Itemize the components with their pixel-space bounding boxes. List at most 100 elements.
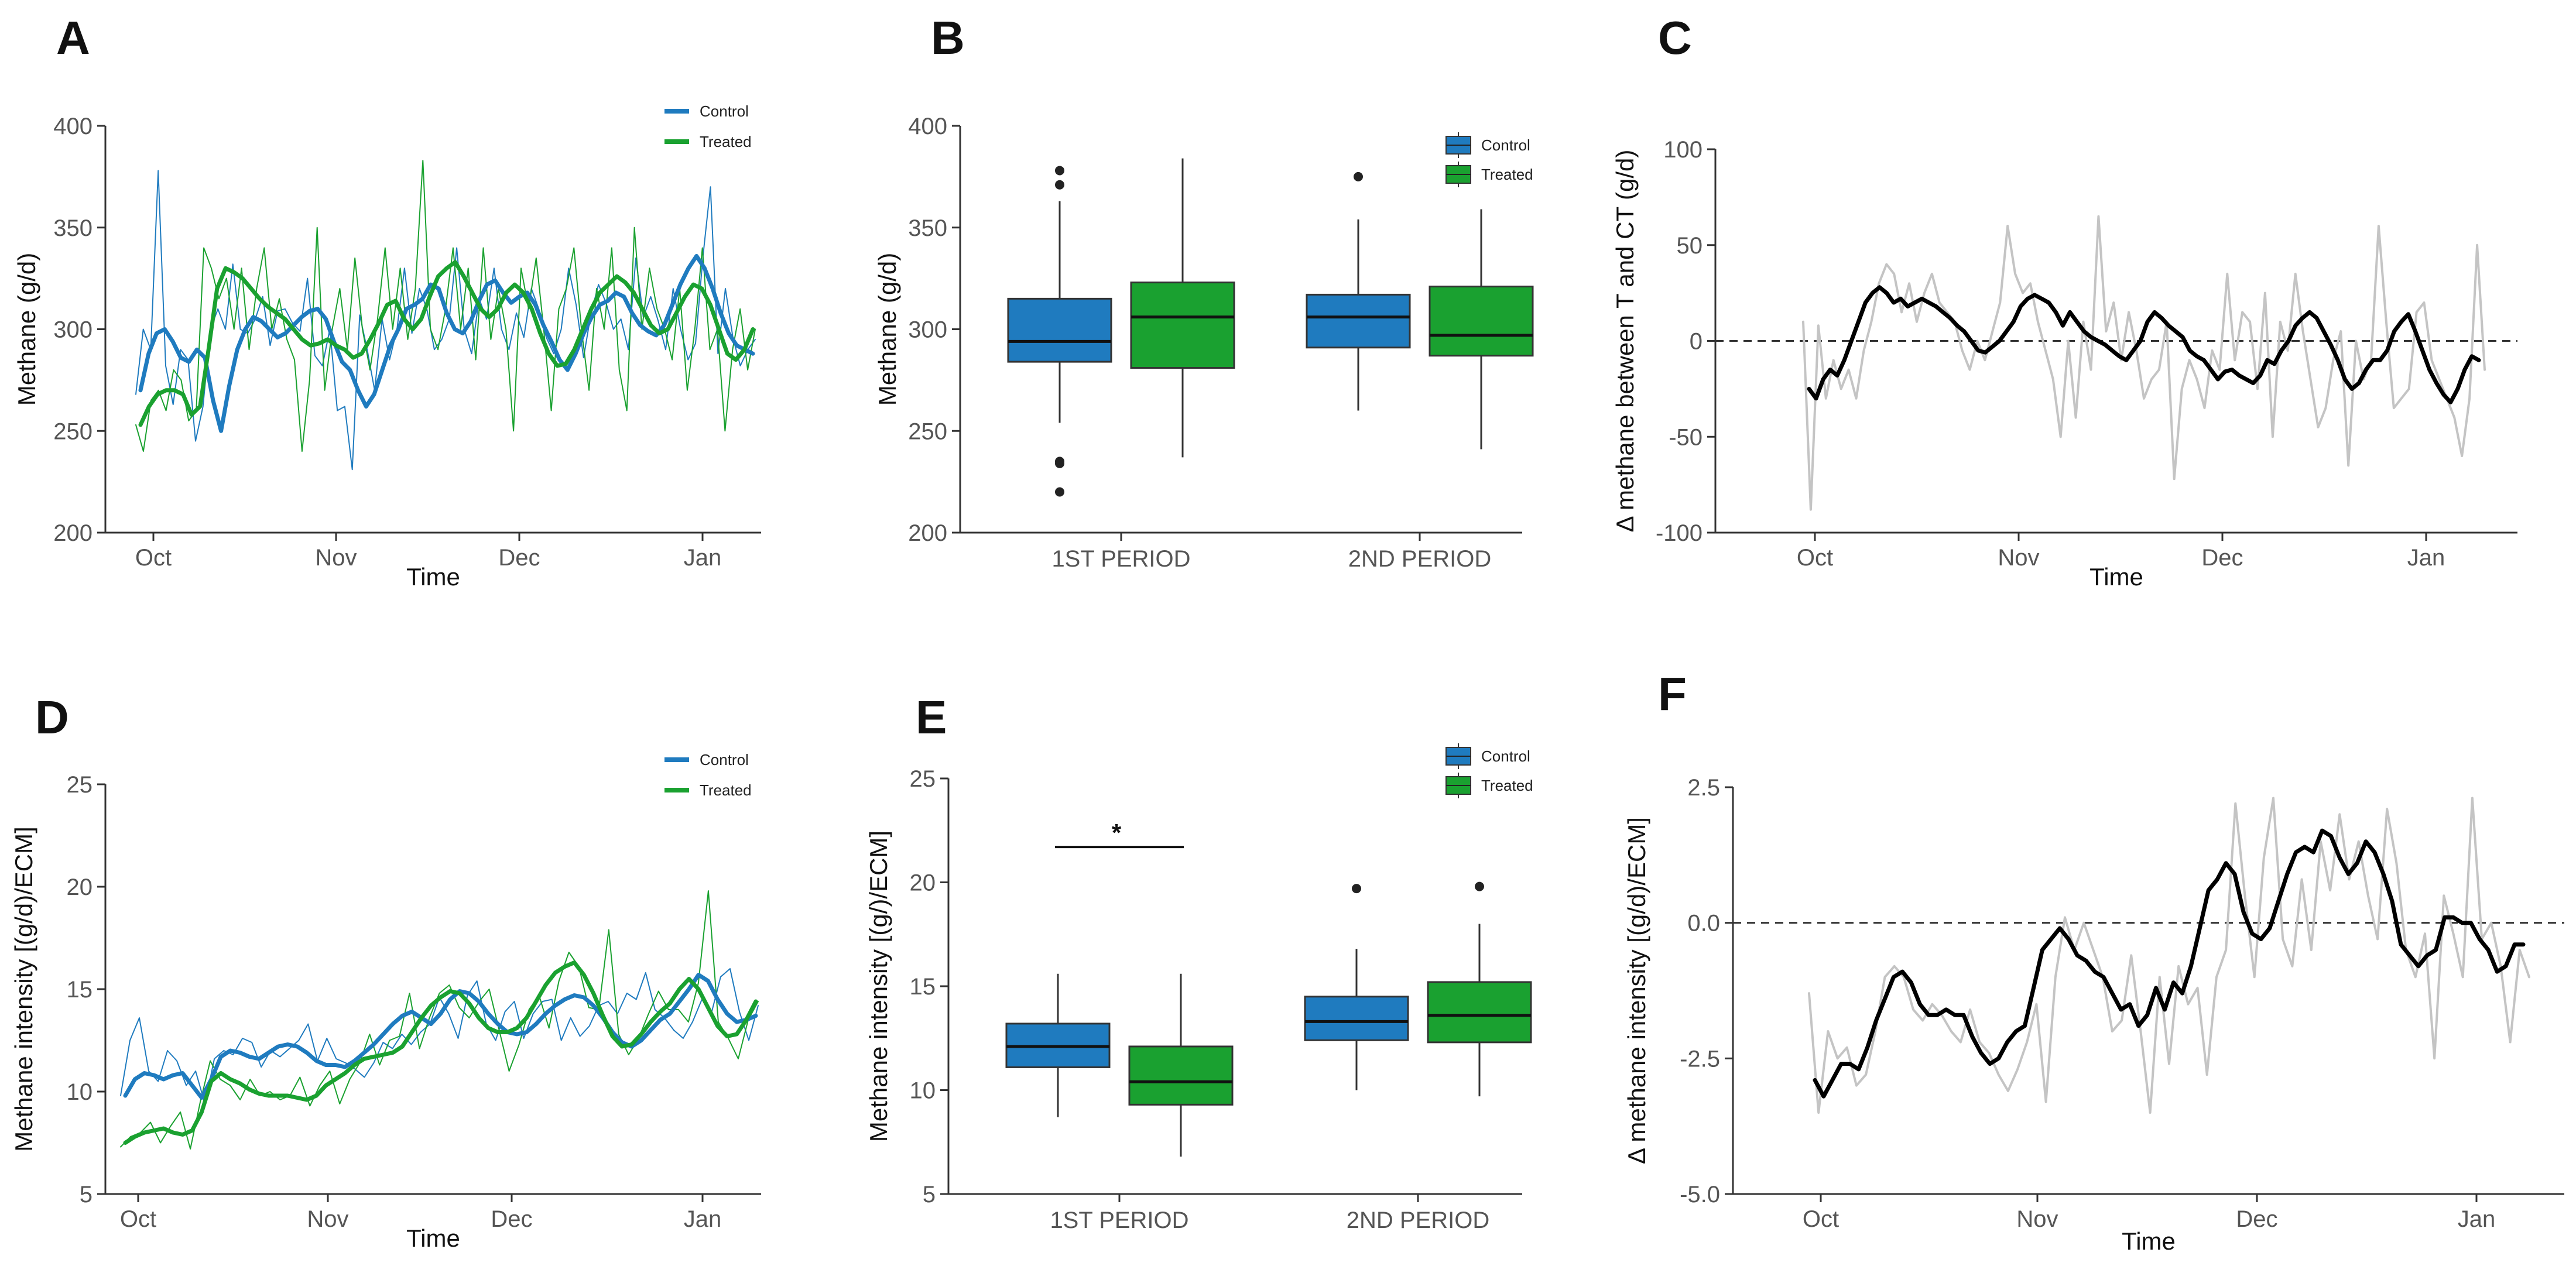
y-tick-label: -100 (1656, 520, 1703, 546)
y-tick-label: 15 (910, 974, 936, 1000)
y-tick-label: 5 (80, 1182, 93, 1207)
y-tick-label: 0.0 (1687, 911, 1720, 936)
y-tick-label: 10 (910, 1078, 936, 1104)
raw-series-control (135, 170, 756, 471)
x-tick-label: Nov (307, 1206, 348, 1232)
x-axis-title: Time (2122, 1227, 2176, 1255)
panel-letter-d: D (35, 691, 69, 743)
panel-letter-f: F (1658, 668, 1687, 720)
y-axis-title: Methane intensity [(g/)/ECM] (865, 831, 892, 1142)
y-tick-label: 10 (67, 1079, 93, 1105)
x-tick-label: Oct (1803, 1206, 1839, 1232)
outlier-point (1055, 166, 1064, 176)
interquartile-box (1306, 293, 1411, 349)
x-tick-label: Dec (498, 545, 540, 571)
outlier-point (1475, 881, 1484, 891)
y-tick-label: 25 (67, 772, 93, 798)
box-control-1 (1007, 166, 1112, 497)
interquartile-box (1427, 981, 1532, 1044)
x-tick-label: Dec (491, 1206, 532, 1232)
smooth-difference-series (1813, 828, 2526, 1099)
y-axis-title: Δ methane between T and CT (g/d) (1611, 150, 1639, 533)
panel-f-chart: -5.0 -2.5 0.0 2.5 Oct Nov Dec Jan Time Δ methane … (1623, 775, 2564, 1255)
y-tick-label: -2.5 (1680, 1046, 1720, 1072)
box-treated-1 (1128, 973, 1234, 1157)
smooth-series-treated (138, 260, 755, 427)
panel-letter-b: B (931, 12, 965, 64)
interquartile-box (1130, 282, 1235, 369)
box-control-2 (1306, 171, 1411, 411)
y-tick-label: 15 (67, 977, 93, 1003)
legend-label: Treated (700, 781, 752, 799)
interquartile-box (1007, 297, 1112, 363)
interquartile-box (1128, 1045, 1234, 1106)
y-tick-label: 300 (53, 317, 93, 343)
legend-label: Control (1481, 747, 1530, 765)
legend-label: Treated (700, 133, 752, 150)
y-tick-label: 400 (908, 114, 947, 139)
x-tick-label: Dec (2236, 1206, 2277, 1232)
x-tick-label: Oct (120, 1206, 156, 1232)
y-tick-label: 350 (53, 215, 93, 241)
legend-label: Treated (1481, 166, 1533, 183)
y-tick-label: 5 (923, 1182, 936, 1207)
interquartile-box (1304, 996, 1409, 1041)
y-tick-label: -50 (1669, 424, 1703, 450)
legend-label: Control (1481, 136, 1530, 154)
panel-e-chart: 5 10 15 20 25 Methane intensity [(g/)/ECM] 1ST… (865, 743, 1533, 1233)
x-axis-title: Time (2089, 563, 2143, 591)
smooth-difference-series (1807, 285, 2481, 404)
significance-star: * (1112, 819, 1122, 846)
y-tick-label: 250 (53, 418, 93, 444)
panel-c-chart: -100 -50 0 50 100 Oct Nov Dec Jan Time Δ methane b… (1611, 137, 2517, 591)
y-tick-label: 50 (1677, 233, 1703, 259)
smooth-series-control (138, 253, 755, 433)
panel-letter-a: A (56, 12, 90, 64)
x-tick-label: Jan (2458, 1206, 2496, 1232)
x-category-label: 2ND PERIOD (1347, 1207, 1490, 1233)
y-axis-title: Δ methane intensity [(g/d)/ECM] (1623, 817, 1650, 1164)
raw-series-treated (120, 890, 759, 1150)
box-treated-2 (1429, 209, 1534, 450)
y-tick-label: 20 (67, 874, 93, 900)
raw-difference-series (1802, 215, 2486, 511)
outlier-point (1055, 487, 1064, 497)
x-axis-title: Time (406, 563, 460, 591)
x-category-label: 1ST PERIOD (1050, 1207, 1188, 1233)
box-control-2 (1304, 884, 1409, 1090)
box-control-1 (1005, 973, 1111, 1117)
legend-label: Control (700, 102, 749, 120)
y-tick-label: 400 (53, 114, 93, 139)
x-tick-label: Nov (2016, 1206, 2058, 1232)
y-tick-label: 25 (910, 766, 936, 792)
outlier-point (1354, 171, 1363, 181)
panel-b-chart: 200 250 300 350 400 Methane (g/d) 1ST PERIOD 2N… (873, 114, 1534, 572)
y-tick-label: 0 (1690, 329, 1703, 355)
y-axis-title: Methane (g/d) (873, 253, 901, 406)
y-tick-label: 200 (908, 520, 947, 546)
x-tick-label: Jan (2407, 545, 2445, 571)
x-category-label: 1ST PERIOD (1051, 546, 1190, 572)
x-tick-label: Jan (684, 545, 722, 571)
legend-label: Control (700, 751, 749, 768)
x-tick-label: Dec (2201, 545, 2243, 571)
outlier-point (1055, 457, 1064, 466)
y-tick-label: 2.5 (1687, 775, 1720, 801)
panel-a-chart: 200 250 300 350 400 Oct Nov Dec Jan Time Methane (… (13, 102, 761, 591)
outlier-point (1352, 884, 1361, 894)
raw-series-control (120, 968, 759, 1104)
panel-letter-c: C (1658, 12, 1692, 64)
y-tick-label: 200 (53, 520, 93, 546)
y-tick-label: 20 (910, 870, 936, 896)
smooth-series-control (123, 973, 758, 1100)
y-tick-label: -5.0 (1680, 1182, 1720, 1207)
x-tick-label: Jan (684, 1206, 722, 1232)
x-category-label: 2ND PERIOD (1348, 546, 1492, 572)
x-axis-title: Time (406, 1224, 460, 1252)
x-tick-label: Nov (315, 545, 357, 571)
legend-label: Treated (1481, 777, 1533, 794)
raw-difference-series (1808, 797, 2530, 1114)
y-tick-label: 350 (908, 215, 947, 241)
interquartile-box (1429, 286, 1534, 357)
